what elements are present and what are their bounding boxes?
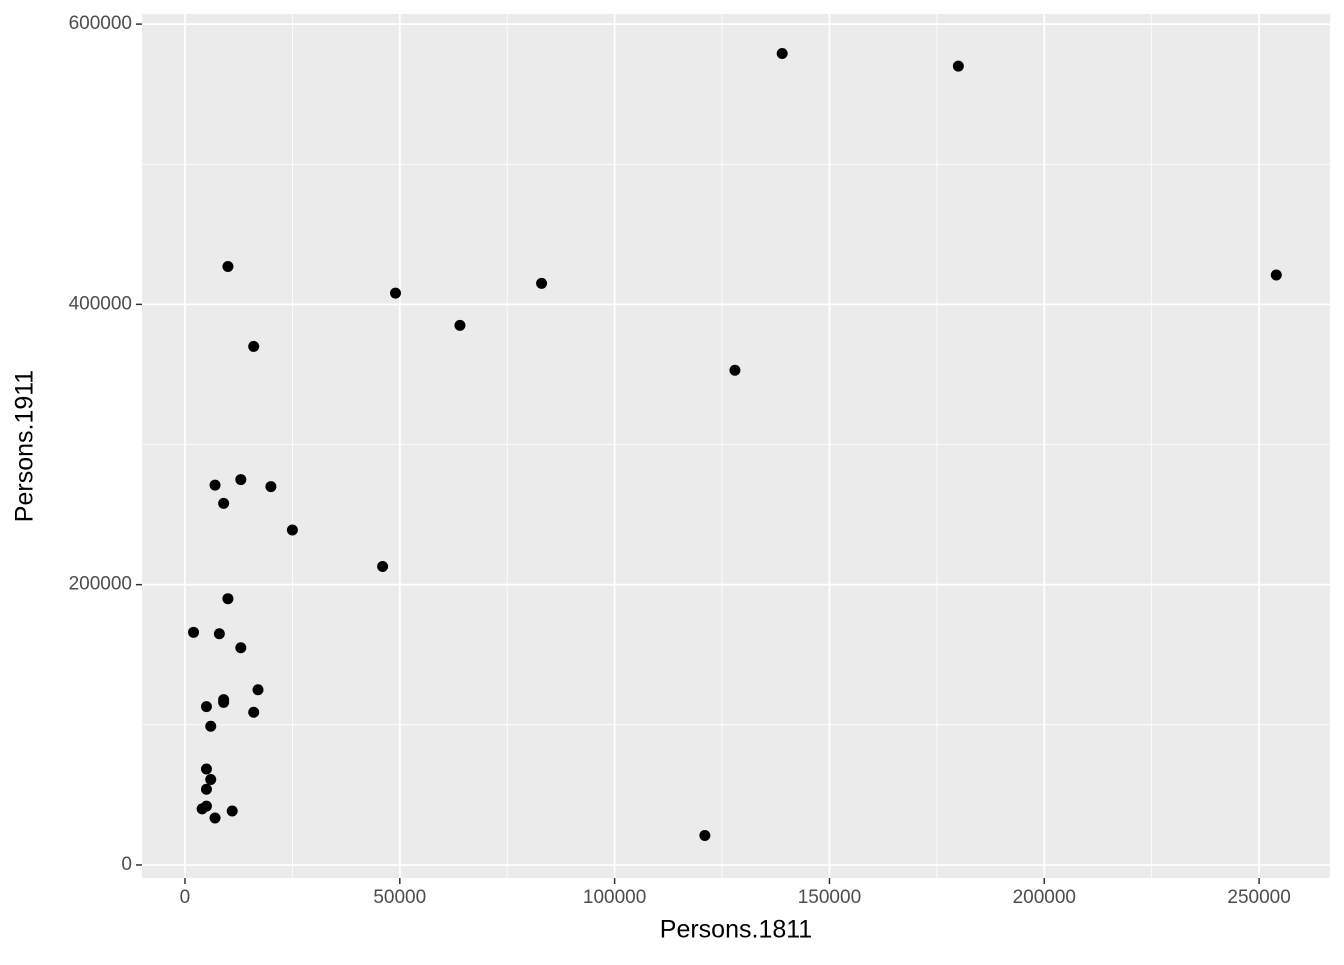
- point: [389, 287, 401, 299]
- point: [213, 628, 225, 640]
- x-tick-label: 50000: [373, 887, 426, 908]
- point: [248, 706, 260, 718]
- x-tick-label: 0: [180, 887, 191, 908]
- point: [776, 48, 788, 60]
- point: [200, 701, 212, 713]
- point: [196, 803, 208, 815]
- point: [729, 364, 741, 376]
- point: [205, 720, 217, 732]
- point: [265, 481, 277, 493]
- point: [226, 805, 238, 817]
- y-axis-title: Persons.1911: [11, 370, 39, 522]
- point: [200, 783, 212, 795]
- x-tick-label: 250000: [1227, 887, 1290, 908]
- y-tick-label: 200000: [69, 574, 132, 595]
- point: [205, 773, 217, 785]
- point: [209, 812, 221, 824]
- point: [699, 830, 711, 842]
- y-tick-label: 0: [121, 854, 132, 875]
- x-tick-label: 100000: [583, 887, 646, 908]
- point: [248, 340, 260, 352]
- point: [200, 763, 212, 775]
- point: [1270, 269, 1282, 281]
- point: [454, 319, 466, 331]
- point: [235, 642, 247, 654]
- x-tick-label: 150000: [798, 887, 861, 908]
- plot-panel: [142, 14, 1330, 878]
- y-tick-label: 600000: [69, 13, 132, 34]
- point: [377, 560, 389, 572]
- point: [218, 696, 230, 708]
- point: [286, 524, 298, 536]
- point: [188, 626, 200, 638]
- y-tick-label: 400000: [69, 293, 132, 314]
- point: [536, 277, 548, 289]
- point: [952, 60, 964, 72]
- point: [252, 684, 264, 696]
- point: [235, 474, 247, 486]
- point: [222, 261, 234, 273]
- point: [218, 497, 230, 509]
- x-tick-label: 200000: [1013, 887, 1076, 908]
- point: [209, 479, 221, 491]
- x-axis-title: Persons.1811: [660, 916, 812, 944]
- point: [222, 593, 234, 605]
